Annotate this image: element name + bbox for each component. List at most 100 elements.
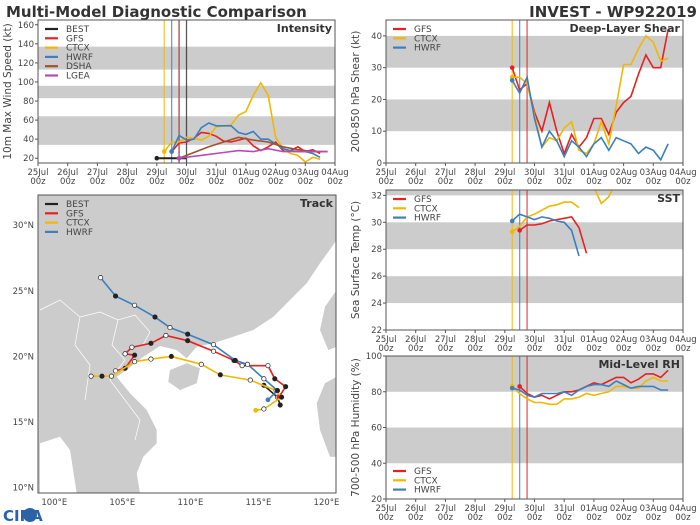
track-point xyxy=(163,332,169,339)
x-tick-label-date: 25Jul xyxy=(27,168,48,178)
series-start-point-hwrf xyxy=(509,385,515,391)
lat-tick-label: 25°N xyxy=(13,287,34,297)
legend-label: GFS xyxy=(414,467,432,477)
panel-title: Deep-Layer Shear xyxy=(569,22,680,35)
x-tick-label-hour: 00z xyxy=(467,177,483,187)
x-tick-label-date: 28Jul xyxy=(465,504,486,514)
track-point xyxy=(277,402,283,408)
legend-item-hwrf: HWRF xyxy=(393,44,441,54)
x-tick-label-hour: 00z xyxy=(527,513,543,523)
threshold-band xyxy=(386,35,683,68)
track-point xyxy=(148,356,154,362)
x-tick-label-date: 30Jul xyxy=(524,335,545,345)
lon-tick-label: 120°E xyxy=(314,498,340,508)
x-tick-label-hour: 00z xyxy=(408,177,424,187)
series-start-point-gfs xyxy=(517,384,522,389)
x-tick-label-hour: 00z xyxy=(646,513,662,523)
threshold-band xyxy=(386,190,683,196)
y-tick-label: 30 xyxy=(371,64,382,74)
y-tick-label: 60 xyxy=(23,116,34,126)
legend-item-ctcx: CTCX xyxy=(45,219,90,229)
y-tick-label: 20 xyxy=(371,95,382,105)
track-point xyxy=(152,314,158,320)
series-start-point-gfs xyxy=(509,65,515,70)
x-tick-label-date: 31Jul xyxy=(206,168,227,178)
x-tick-label-hour: 00z xyxy=(408,344,424,354)
x-tick-label-hour: 00z xyxy=(90,177,106,187)
y-tick-label: 120 xyxy=(18,59,34,69)
x-tick-label-date: 26Jul xyxy=(405,335,426,345)
x-tick-label-date: 26Jul xyxy=(57,168,78,178)
x-tick-label-date: 01Aug xyxy=(232,168,259,178)
y-tick-label: 140 xyxy=(18,40,34,50)
x-tick-label-hour: 00z xyxy=(616,177,632,187)
x-tick-label-hour: 00z xyxy=(268,177,284,187)
x-tick-label-hour: 00z xyxy=(327,177,343,187)
intensity-panel: 2040608010012014016025Jul00z26Jul00z27Ju… xyxy=(2,19,349,187)
lon-tick-label: 105°E xyxy=(109,498,135,508)
legend-item-best: BEST xyxy=(45,200,90,210)
track-point xyxy=(99,373,105,379)
series-start-point-ctcx xyxy=(509,229,515,235)
legend-label: HWRF xyxy=(414,214,441,224)
series-line-dsha xyxy=(178,136,328,159)
legend-item-ctcx: CTCX xyxy=(393,34,438,44)
legend-label: GFS xyxy=(66,34,84,44)
x-tick-label-hour: 00z xyxy=(527,344,543,354)
track-point xyxy=(279,394,285,400)
x-tick-label-date: 29Jul xyxy=(494,335,515,345)
x-tick-label-hour: 00z xyxy=(675,513,691,523)
x-tick-label-date: 28Jul xyxy=(117,168,138,178)
threshold-band xyxy=(386,222,683,250)
x-tick-label-date: 29Jul xyxy=(494,504,515,514)
legend-item-hwrf: HWRF xyxy=(393,486,441,496)
y-tick-label: 20 xyxy=(23,154,34,164)
logo-globe-icon xyxy=(23,508,37,522)
y-tick-label: 24 xyxy=(371,299,382,309)
series-start-point-hwrf xyxy=(509,218,515,224)
series-start-point-hwrf xyxy=(509,78,515,83)
y-axis-label: 200-850 hPa Shear (kt) xyxy=(350,31,362,153)
panel-title: SST xyxy=(657,192,680,205)
x-tick-label-date: 27Jul xyxy=(87,168,108,178)
y-tick-label: 10 xyxy=(371,127,382,137)
legend-item-lgea: LGEA xyxy=(45,72,91,82)
legend-item-gfs: GFS xyxy=(45,209,84,219)
threshold-band xyxy=(386,356,683,392)
x-tick-label-date: 25Jul xyxy=(375,504,396,514)
x-tick-label-hour: 00z xyxy=(179,177,195,187)
track-point xyxy=(185,338,191,344)
x-tick-label-hour: 00z xyxy=(238,177,254,187)
series-line-ctcx xyxy=(511,201,580,233)
y-axis-label: 700-500 hPa Humidity (%) xyxy=(350,358,362,497)
x-tick-label-date: 31Jul xyxy=(554,335,575,345)
x-tick-label-hour: 00z xyxy=(497,513,513,523)
track-start-point xyxy=(265,397,271,403)
x-tick-label-hour: 00z xyxy=(616,344,632,354)
legend-label: GFS xyxy=(66,209,84,219)
panel-title: Mid-Level RH xyxy=(598,358,680,371)
legend-label: HWRF xyxy=(66,228,93,238)
legend-label: HWRF xyxy=(66,53,93,63)
series-line-gfs xyxy=(511,29,669,156)
x-tick-label-hour: 00z xyxy=(467,513,483,523)
track-start-point xyxy=(253,407,259,413)
legend-label: BEST xyxy=(66,200,90,210)
track-ctcx xyxy=(88,353,285,413)
series-start-point-ctcx xyxy=(161,149,167,154)
series-line-gfs xyxy=(519,369,669,400)
panel-title: Intensity xyxy=(277,22,332,35)
track-hwrf xyxy=(98,275,281,403)
x-tick-label-date: 02Aug xyxy=(262,168,289,178)
series-line-hwrf xyxy=(511,74,669,162)
legend-item-gfs: GFS xyxy=(393,467,432,477)
y-tick-label: 40 xyxy=(23,135,34,145)
x-tick-label-date: 02Aug xyxy=(610,504,637,514)
x-tick-label-hour: 00z xyxy=(646,177,662,187)
taiwan-island xyxy=(320,290,336,350)
legend-label: GFS xyxy=(414,25,432,35)
map-frame xyxy=(37,194,337,494)
series-start-point-ctcx xyxy=(509,74,515,80)
track-point xyxy=(261,406,267,412)
track-map-panel: 10°N 15°N 20°N 25°N 30°N 100°E 105°E 110°E 115°E… xyxy=(13,194,340,508)
